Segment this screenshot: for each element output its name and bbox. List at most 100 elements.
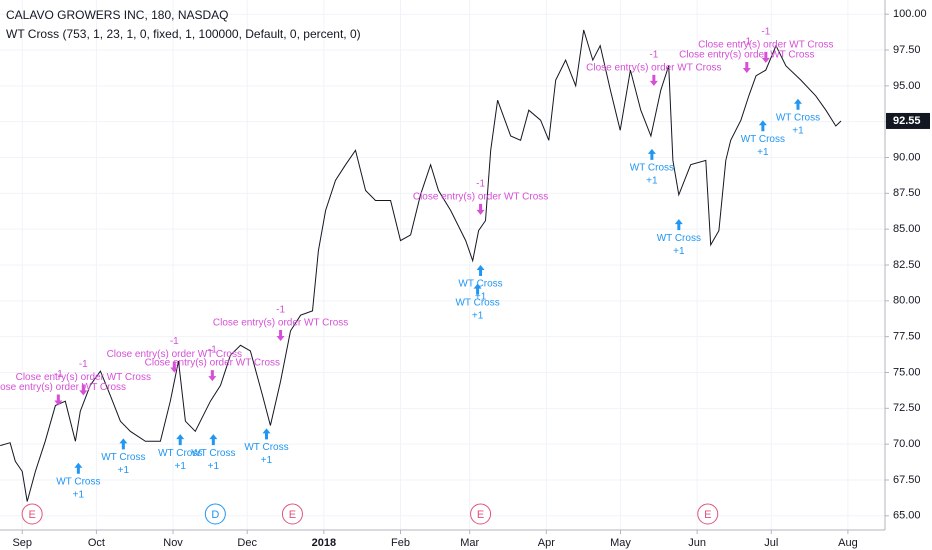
signal: WT Cross +1 [630,148,674,187]
signal-qty: +1 [475,292,487,303]
signal: WT Cross +1 [741,120,785,158]
signal-label: WT Cross [458,279,502,290]
sell-arrow [79,384,88,396]
signal-qty: -1 [649,49,658,60]
price-line [0,29,842,502]
x-tick-label: Feb [391,537,410,549]
grid [0,0,885,530]
x-tick-label: Mar [460,537,479,549]
signal-label: Close entry(s) order WT Cross [213,318,348,329]
signal-qty: +1 [673,246,685,257]
signal: WT Cross +1 [244,428,289,466]
x-tick-label: Apr [538,537,555,549]
signal-qty: -1 [742,37,751,48]
last-price-box [886,112,930,129]
x-tick-label: Dec [237,537,257,549]
x-tick-label: Oct [88,537,105,549]
y-tick-label: 95.00 [893,80,921,92]
buy-arrow [647,148,656,160]
chart-subtitle: WT Cross (753, 1, 23, 1, 0, fixed, 1, 10… [6,27,361,41]
event-label: E [477,509,484,521]
signal: WT Cross +1 [458,265,503,303]
y-tick-label: 100.00 [893,8,927,20]
signal-label: WT Cross [776,112,820,123]
y-tick-label: 97.50 [893,44,921,56]
signal-label: Close entry(s) order WT Cross [698,40,833,51]
event-label: E [289,509,296,521]
sell-arrow [742,61,751,73]
signal-qty: +1 [208,461,220,472]
chart-title: CALAVO GROWERS INC, 180, NASDAQ [6,8,229,22]
signal-qty: -1 [54,369,63,380]
signal: Close entry(s) order WT Cross-1 [213,305,348,341]
signal-label: WT Cross [191,448,235,459]
signal: WT Cross+1 [455,283,500,321]
signal-label: WT Cross [630,163,674,174]
x-tick-label: Sep [12,537,32,549]
buy-arrow [74,462,83,474]
signal-qty: +1 [175,461,187,472]
buy-arrow [793,98,802,110]
buy-arrow [176,434,185,446]
y-tick-label: 90.00 [893,151,921,163]
event-label: E [704,509,711,521]
y-tick-label: 72.50 [893,402,921,414]
signal-qty: -1 [476,178,485,189]
signal: WT Cross +1 [158,434,202,472]
signal: WT Cross +1 [657,219,701,257]
signal-label: Close entry(s) order WT Cross [145,358,280,369]
signal: WT Cross +1 [56,462,100,500]
buy-arrow [119,438,128,450]
signal-label: WT Cross [244,442,288,453]
y-tick-label: 82.50 [893,259,921,271]
y-tick-label: 65.00 [893,510,921,522]
signal-qty: +1 [757,147,769,158]
signal-qty: +1 [73,489,85,500]
buy-arrow [209,434,218,446]
y-tick-label: 77.50 [893,331,921,343]
y-tick-label: 67.50 [893,474,921,486]
signal-label: Close entry(s) order WT Cross [107,349,242,360]
buy-arrow [262,428,271,440]
signal-qty: -1 [79,359,88,370]
y-tick-label: 80.00 [893,295,921,307]
event-marker [204,503,226,525]
signal-label: WT Cross [158,448,202,459]
signal: WT Cross+1 [776,98,820,136]
signal-label: WT Cross [657,233,701,244]
signal-qty: -1 [761,27,770,38]
x-tick-label: Jun [688,537,706,549]
sell-arrow [476,203,485,215]
signal-label: Close entry(s) order WT Cross [679,50,814,61]
signal-label: WT Cross [455,297,499,308]
signal-qty: -1 [170,336,179,347]
event-label: D [211,509,219,521]
signal: Close entry(s) order WT Cross-1 [698,27,834,63]
x-tick-label: Jul [764,537,778,549]
signal-label: Close entry(s) order WT Cross [586,62,721,73]
x-tick-label: 2018 [312,537,336,549]
sell-arrow [54,394,63,406]
signal: Close entry(s) order WT Cross-1 [16,359,151,396]
buy-arrow [674,219,683,231]
buy-arrow [476,265,485,276]
event-marker [697,503,719,525]
buy-arrow [758,120,767,132]
sell-arrow [649,74,658,86]
signal-qty: +1 [646,176,658,187]
buy-arrow [473,283,482,295]
signal-label: WT Cross [741,134,785,145]
sell-arrow [761,51,770,63]
signal: Close entry(s) order WT Cross-1 [0,369,126,406]
sell-arrow [208,370,217,382]
signal-qty: +1 [261,455,273,466]
y-tick-label: 75.00 [893,366,921,378]
signal-label: Close entry(s) order WT Cross [413,191,548,202]
y-tick-label: 85.00 [893,223,921,235]
y-tick-label: 70.00 [893,438,921,450]
event-label: E [28,509,35,521]
signal: Close entry(s) order WT Cross -1 [586,49,722,86]
signal-qty: +1 [118,465,130,476]
signal-label: WT Cross [56,476,100,487]
sell-arrow [276,329,285,341]
